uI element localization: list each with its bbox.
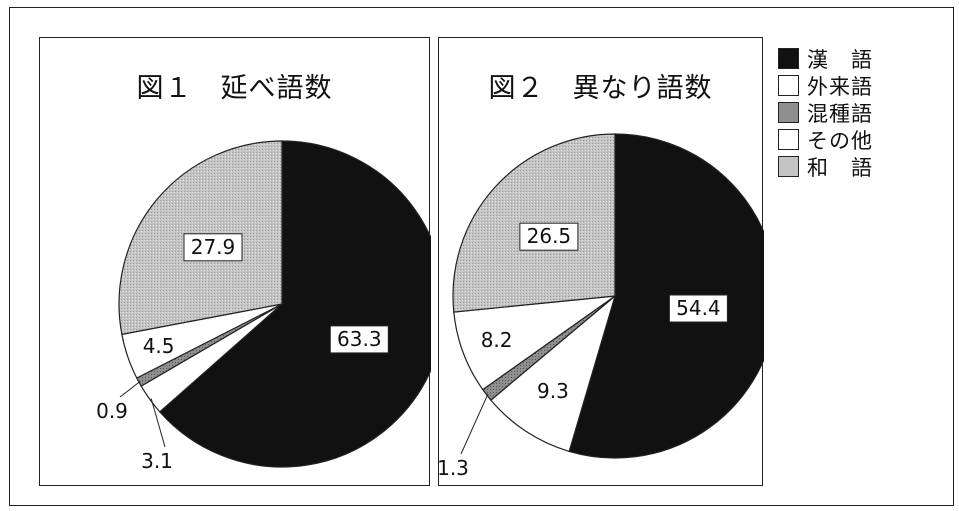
- legend-swatch-gairaigo: [778, 75, 799, 96]
- legend-label: 混種語: [807, 101, 873, 126]
- slice-label-box-wago: [183, 233, 243, 262]
- slice-label-wago: 27.9: [191, 235, 236, 259]
- pie-chart-1: 63.3 3.1 0.9 4.5 27.9: [96, 140, 431, 473]
- legend-item-kango: 漢 語: [778, 45, 873, 72]
- slice-label-sonota: 4.5: [143, 334, 175, 358]
- legend-label: その他: [807, 128, 873, 153]
- slice-label-wago: 26.5: [527, 224, 572, 248]
- slice-label-box-kango: [329, 325, 389, 354]
- legend-label: 外来語: [807, 74, 873, 99]
- slice-label-kango: 54.4: [676, 296, 721, 320]
- legend-item-konshugo: 混種語: [778, 99, 873, 126]
- slice-label-kango: 63.3: [337, 327, 382, 351]
- pie-slice-gairaigo: [490, 294, 617, 453]
- slice-label-gairaigo: 9.3: [537, 379, 569, 403]
- pie-slice-kango: [568, 133, 764, 459]
- leader-line-gairaigo: [150, 398, 166, 448]
- pie-slice-kango: [158, 140, 431, 468]
- legend-swatch-kango: [778, 48, 799, 69]
- slice-label-konshugo: 1.3: [439, 456, 469, 480]
- slice-label-konshugo: 0.9: [96, 399, 128, 423]
- chart-title-2: 図２ 異なり語数: [488, 73, 713, 104]
- slice-label-box-wago: [519, 222, 579, 251]
- chart-title-1: 図１ 延べ語数: [136, 73, 333, 104]
- chart-panel-1: 図１ 延べ語数 63.3 3.1 0.9 4.5 27.9: [39, 37, 431, 486]
- legend-label: 和 語: [807, 155, 873, 180]
- legend: 漢 語 外来語 混種語 その他 和 語: [778, 45, 873, 180]
- legend-item-wago: 和 語: [778, 153, 873, 180]
- slice-label-sonota: 8.2: [481, 328, 513, 352]
- slice-label-gairaigo: 3.1: [141, 449, 173, 473]
- figure-frame: [9, 7, 954, 506]
- slice-label-box-kango: [668, 294, 728, 323]
- legend-swatch-konshugo: [778, 102, 799, 123]
- legend-swatch-sonota: [778, 129, 799, 150]
- legend-label: 漢 語: [807, 47, 873, 72]
- leader-line-konshugo: [119, 380, 141, 398]
- legend-item-gairaigo: 外来語: [778, 72, 873, 99]
- chart-panel-2: 図２ 異なり語数 54.4 9.3 1.3 8.2 26.5: [438, 37, 764, 486]
- legend-swatch-wago: [778, 156, 799, 177]
- pie-chart-2: 54.4 9.3 1.3 8.2 26.5: [439, 133, 764, 480]
- legend-item-sonota: その他: [778, 126, 873, 153]
- leader-line-konshugo: [460, 393, 489, 455]
